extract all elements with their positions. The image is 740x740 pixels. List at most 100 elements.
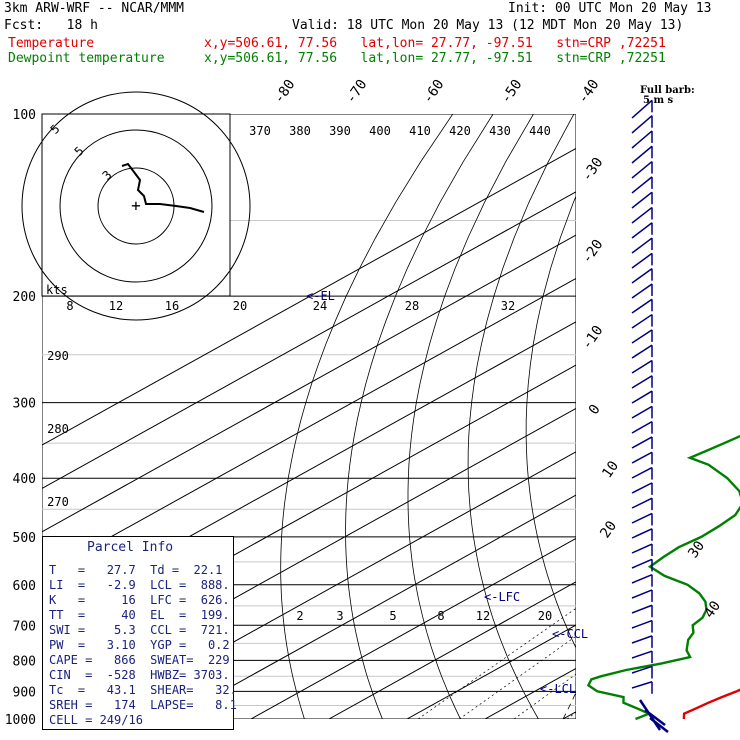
wind-barb <box>631 222 653 239</box>
hodograph-speed-label: 24 <box>313 299 327 313</box>
wind-barb <box>631 99 653 119</box>
pressure-tick-label: 300 <box>13 397 36 412</box>
mixing-ratio-label: 2 <box>296 609 303 623</box>
isotherm-label: -60 <box>420 77 448 107</box>
hodograph-speed-label: 28 <box>405 299 419 313</box>
wind-barb <box>631 573 653 584</box>
isotherm-line <box>94 451 576 719</box>
hodograph-speed-label: 12 <box>109 299 123 313</box>
isotherm-label: 20 <box>597 518 620 541</box>
theta-label: 370 <box>249 124 271 138</box>
dry-adiabat-line <box>467 114 575 719</box>
hodograph-origin: + <box>131 196 141 215</box>
pressure-tick-label: 700 <box>13 619 36 634</box>
isotherm-label: 0 <box>586 402 604 418</box>
wind-barb <box>631 237 653 254</box>
mixing-ratio-line <box>615 585 740 719</box>
wind-barb <box>631 512 653 524</box>
moist-adiabat-line <box>594 296 677 719</box>
parcel-info-row: SREH = 174 LAPSE= 8.1 <box>49 698 237 712</box>
wind-barbs <box>631 99 669 733</box>
mixing-ratio-line <box>417 607 576 719</box>
isotherm-label: -40 <box>575 77 603 107</box>
dry-adiabat-line <box>525 195 576 649</box>
parcel-info-row: CELL = 249/16 <box>49 713 143 727</box>
moist-adiabat-line <box>719 296 740 719</box>
parcel-info-row: T = 27.7 Td = 22.1 <box>49 563 223 577</box>
forecast-hour: Fcst: 18 h <box>4 18 98 33</box>
parcel-info-row: TT = 40 EL = 199. <box>49 608 230 622</box>
wind-barb <box>631 466 653 479</box>
pressure-tick-label: 1000 <box>5 713 36 728</box>
isotherm-line <box>42 234 576 533</box>
moist-adiabat-line <box>688 296 740 719</box>
wind-barb <box>631 390 653 404</box>
isotherm-line <box>42 147 576 446</box>
mixing-ratio-label: 3 <box>336 609 343 623</box>
parcel-info-row: SWI = 5.3 CCL = 721. <box>49 623 230 637</box>
dewpoint-location: x,y=506.61, 77.56 lat,lon= 27.77, -97.51… <box>204 51 666 66</box>
wind-barb <box>631 604 653 614</box>
dry-adiabat-line <box>689 114 740 719</box>
wind-barb <box>631 635 653 644</box>
hodograph-frame <box>41 113 231 297</box>
hodograph-trace <box>121 162 205 213</box>
isotherm-line <box>172 494 576 719</box>
mixing-ratio-label: 12 <box>476 609 490 623</box>
wind-barb <box>631 375 653 389</box>
parcel-info-title: Parcel Info <box>87 540 174 555</box>
wind-barb <box>631 313 653 329</box>
theta-label: 440 <box>529 124 551 138</box>
isotherm-label: -80 <box>271 77 299 107</box>
hodograph-speed-label: 8 <box>66 299 73 313</box>
wind-barb <box>631 329 653 344</box>
wind-barb <box>631 283 653 299</box>
dry-adiabat-line <box>407 114 534 719</box>
parcel-info-row: K = 16 LFC = 626. <box>49 593 230 607</box>
isotherm-label: 30 <box>685 538 708 561</box>
parcel-info-row: LI = -2.9 LCL = 888. <box>49 578 230 592</box>
wind-barb <box>631 145 653 164</box>
wind-barb <box>631 681 653 689</box>
wind-barb <box>631 497 653 509</box>
wind-barb <box>631 451 653 464</box>
theta-label: 390 <box>329 124 351 138</box>
dewpoint-legend-label: Dewpoint temperature <box>8 51 165 66</box>
wind-barb <box>631 528 653 539</box>
wind-barb <box>631 344 653 359</box>
mixing-ratio-label: 8 <box>437 609 444 623</box>
wind-barb <box>631 252 653 269</box>
parcel-info-row: PW = 3.10 YGP = 0.2 <box>49 638 230 652</box>
isotherm-label: -50 <box>498 77 526 107</box>
level-marker-ccl: <-CCL <box>552 627 588 641</box>
theta-left-label: 280 <box>47 422 69 436</box>
theta-label: 410 <box>409 124 431 138</box>
wind-barb <box>631 619 653 629</box>
hodograph-speed-label: 16 <box>165 299 179 313</box>
isotherm-line <box>250 537 576 719</box>
pressure-tick-label: 100 <box>13 108 36 123</box>
wind-barb <box>631 558 653 569</box>
parcel-info-row: CAPE = 866 SWEAT= 229 <box>49 653 230 667</box>
isotherm-label: -10 <box>579 323 607 353</box>
mixing-ratio-label: 20 <box>538 609 552 623</box>
isotherm-label: 10 <box>599 458 622 481</box>
level-marker-el: <-EL <box>306 289 335 303</box>
isotherm-label: 40 <box>701 598 724 621</box>
level-marker-lfc: <-LFC <box>484 590 520 604</box>
sounding-profiles <box>586 434 740 721</box>
wind-barb <box>631 191 653 209</box>
mixing-ratio-line <box>459 635 576 719</box>
mixing-ratio-label: 5 <box>389 609 396 623</box>
wind-barb <box>631 176 653 194</box>
wind-barb <box>631 130 653 149</box>
hodograph-kts-label: kts <box>46 283 68 297</box>
hodograph-speed-label: 20 <box>233 299 247 313</box>
parcel-info-row: CIN = -528 HWBZ= 3703. <box>49 668 230 682</box>
wind-barb <box>631 436 653 449</box>
hodograph-ring <box>21 91 251 321</box>
moist-adiabat-line <box>625 296 740 719</box>
isotherm-line <box>328 581 576 719</box>
dewpoint-profile <box>586 434 740 721</box>
wind-barb <box>631 268 653 284</box>
